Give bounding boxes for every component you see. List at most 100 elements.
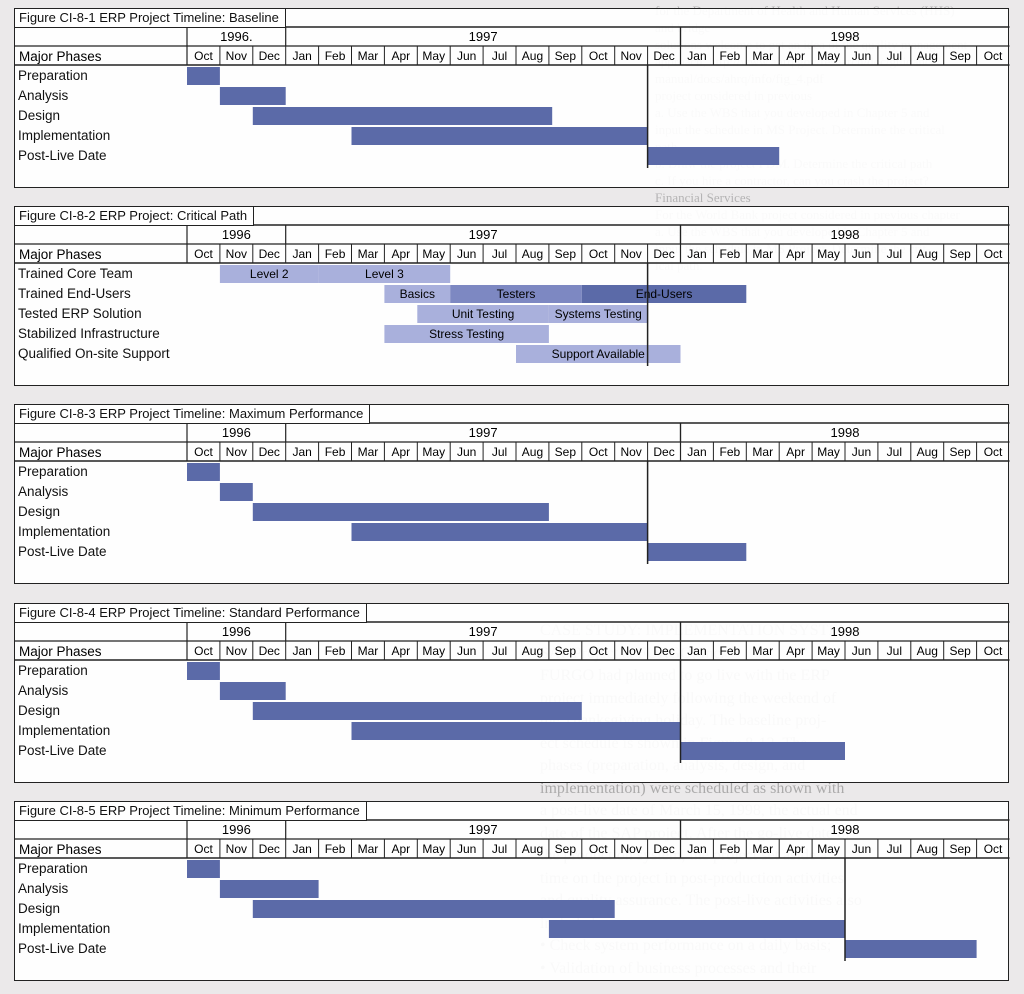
month-label: Mar <box>752 247 773 261</box>
month-label: Sep <box>555 49 577 63</box>
year-label: 1996 <box>222 822 251 837</box>
month-label: Feb <box>325 49 346 63</box>
bar-label: Stress Testing <box>429 327 504 341</box>
bar-label: End-Users <box>636 287 693 301</box>
month-label: Apr <box>392 247 411 261</box>
gantt-bar <box>351 722 681 740</box>
year-label: 1997 <box>469 624 498 639</box>
month-label: Aug <box>522 247 543 261</box>
gantt-bar <box>450 285 582 303</box>
year-label: 1998 <box>831 822 860 837</box>
figure-title: Figure CI-8-4 ERP Project Timeline: Stan… <box>15 604 367 623</box>
gantt-bar <box>548 920 845 938</box>
gantt-bar <box>187 463 220 481</box>
gantt-bar <box>252 702 582 720</box>
year-label: 1996 <box>222 624 251 639</box>
month-label: Aug <box>917 445 938 459</box>
phase-label: Analysis <box>18 683 69 698</box>
phase-label: Implementation <box>18 723 111 738</box>
month-label: May <box>817 49 840 63</box>
month-label: Apr <box>392 644 411 658</box>
month-label: Mar <box>752 49 773 63</box>
month-label: Aug <box>522 445 543 459</box>
phase-label: Preparation <box>18 663 88 678</box>
month-label: Nov <box>620 644 641 658</box>
month-label: Mar <box>358 49 379 63</box>
month-label: May <box>817 644 840 658</box>
month-label: Feb <box>720 445 741 459</box>
month-label: Jun <box>457 49 476 63</box>
gantt-bar <box>647 147 780 165</box>
month-label: Jun <box>852 445 871 459</box>
bar-label: Systems Testing <box>555 307 642 321</box>
month-label: Feb <box>720 49 741 63</box>
month-label: May <box>817 842 840 856</box>
gantt-bar <box>219 87 286 105</box>
month-label: Mar <box>752 842 773 856</box>
figure-title: Figure CI-8-3 ERP Project Timeline: Maxi… <box>15 405 371 424</box>
gantt-figure: 1996 1997 1998 Oct Nov Dec Jan Feb Mar Apr May Jun J… <box>14 404 1010 584</box>
month-label: Mar <box>358 644 379 658</box>
month-label: Oct <box>194 49 213 63</box>
year-label: 1998 <box>831 425 860 440</box>
gantt-figure: 1996 1997 1998 Oct Nov Dec Jan Feb Mar Apr May Jun J… <box>14 603 1010 783</box>
gantt-figure: 1996 1997 1998 Oct Nov Dec Jan Feb Mar Apr May Jun J… <box>14 206 1010 386</box>
month-label: Feb <box>325 842 346 856</box>
gantt-chart: 1996 1997 1998 Oct Nov Dec Jan Feb Mar Apr May Jun J… <box>15 224 1010 366</box>
month-label: Dec <box>259 247 280 261</box>
major-phases-header: Major Phases <box>19 445 102 460</box>
month-label: Sep <box>555 247 577 261</box>
month-label: Aug <box>917 644 938 658</box>
gantt-bar <box>417 305 549 323</box>
gantt-figure: 1996 1997 1998 Oct Nov Dec Jan Feb Mar Apr May Jun J… <box>14 801 1010 981</box>
phase-label: Qualified On-site Support <box>18 346 170 361</box>
gantt-bar <box>252 503 549 521</box>
month-label: Jun <box>457 644 476 658</box>
month-label: Sep <box>949 644 971 658</box>
month-label: Oct <box>589 247 608 261</box>
major-phases-header: Major Phases <box>19 49 102 64</box>
gantt-bar <box>219 880 319 898</box>
month-label: Nov <box>226 842 247 856</box>
month-label: May <box>422 247 445 261</box>
month-label: Dec <box>653 842 674 856</box>
year-label: 1997 <box>469 425 498 440</box>
phase-label: Design <box>18 108 61 123</box>
gantt-bar <box>219 483 253 501</box>
phase-label: Tested ERP Solution <box>18 306 142 321</box>
month-label: Sep <box>949 49 971 63</box>
month-label: Feb <box>325 644 346 658</box>
month-label: Jun <box>852 49 871 63</box>
month-label: Jul <box>492 842 507 856</box>
phase-label: Analysis <box>18 88 69 103</box>
gantt-bar <box>581 285 747 303</box>
year-label: 1997 <box>469 227 498 242</box>
bar-label: Unit Testing <box>452 307 514 321</box>
month-label: Aug <box>522 842 543 856</box>
month-label: Jan <box>292 49 311 63</box>
month-label: Apr <box>786 644 805 658</box>
phase-label: Preparation <box>18 464 88 479</box>
month-label: Jun <box>457 247 476 261</box>
month-label: Jan <box>687 644 706 658</box>
gantt-bar <box>252 900 615 918</box>
year-label: 1996 <box>222 227 251 242</box>
gantt-bar <box>252 107 553 125</box>
month-label: Aug <box>917 842 938 856</box>
gantt-bar <box>187 662 220 680</box>
month-label: Mar <box>358 445 379 459</box>
year-label: 1996 <box>222 425 251 440</box>
month-label: Mar <box>358 842 379 856</box>
month-label: Dec <box>259 644 280 658</box>
month-label: Jan <box>292 644 311 658</box>
gantt-bar <box>187 67 220 85</box>
gantt-bar <box>351 523 648 541</box>
month-label: Oct <box>589 644 608 658</box>
month-label: Dec <box>653 49 674 63</box>
month-label: Jul <box>492 247 507 261</box>
month-label: Oct <box>194 445 213 459</box>
month-label: Oct <box>194 842 213 856</box>
gantt-bar <box>318 265 451 283</box>
month-label: Nov <box>226 644 247 658</box>
year-label: 1998 <box>831 227 860 242</box>
